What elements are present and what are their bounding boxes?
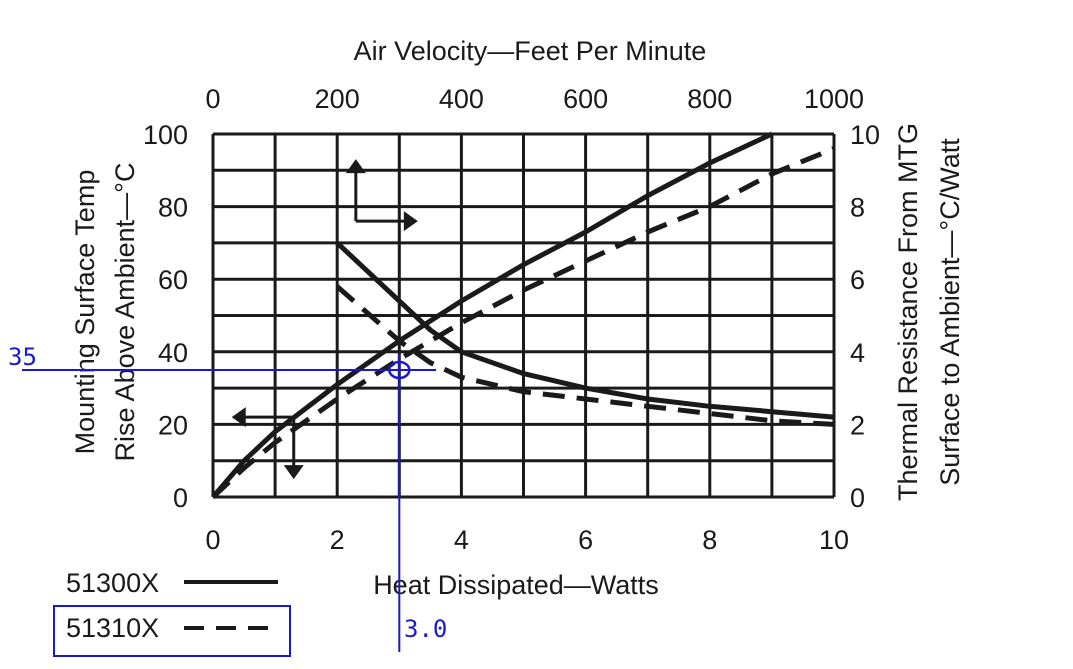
left-tick-label: 20 xyxy=(158,410,188,440)
top-tick-label: 0 xyxy=(205,84,220,114)
x-tick-label: 0 xyxy=(205,525,220,555)
right-tick-label: 8 xyxy=(850,193,865,223)
curves xyxy=(211,131,835,499)
series-51310x-resistance-curve xyxy=(335,284,835,427)
top-tick-label: 800 xyxy=(687,84,732,114)
top-tick-label: 400 xyxy=(439,84,484,114)
left-tick-label: 0 xyxy=(173,483,188,513)
annotation: 35 3.0 xyxy=(8,343,447,657)
legend: 51300X 51310X xyxy=(66,568,278,643)
legend-label-51310x: 51310X xyxy=(66,613,159,643)
series-51300x-resistance-curve xyxy=(335,241,835,420)
left-axis-label-line2: Rise Above Ambient—°C xyxy=(110,163,140,462)
right-tick-label: 10 xyxy=(850,120,880,150)
x-tick-label: 6 xyxy=(578,525,593,555)
series-51310x-temp-curve xyxy=(211,146,835,499)
left-tick-label: 40 xyxy=(158,338,188,368)
annotation-marker xyxy=(388,360,411,380)
right-axis-label-line2: Surface to Ambient—°C/Watt xyxy=(935,138,965,486)
left-axis-label-line1: Mounting Surface Temp xyxy=(70,170,100,455)
legend-highlight-box xyxy=(53,605,291,657)
tick-labels: 0 2 4 6 8 100 200 400 600 800 10000204060801000246… xyxy=(143,84,880,555)
left-tick-label: 60 xyxy=(158,265,188,295)
x-tick-label: 10 xyxy=(819,525,849,555)
top-tick-label: 1000 xyxy=(804,84,864,114)
annotation-y-readout: 35 xyxy=(8,343,37,371)
x-axis-label: Heat Dissipated—Watts xyxy=(373,570,659,600)
right-tick-label: 0 xyxy=(850,483,865,513)
direction-arrow-right-head xyxy=(403,211,418,232)
direction-arrow-up-head xyxy=(345,159,366,174)
x-tick-label: 8 xyxy=(702,525,717,555)
right-axis-label-line1: Thermal Resistance From MTG xyxy=(893,123,923,501)
top-tick-label: 600 xyxy=(563,84,608,114)
left-tick-label: 80 xyxy=(158,193,188,223)
right-tick-label: 6 xyxy=(850,265,865,295)
left-tick-label: 100 xyxy=(143,120,188,150)
right-tick-label: 2 xyxy=(850,410,865,440)
direction-arrows xyxy=(231,159,418,480)
top-axis-label: Air Velocity—Feet Per Minute xyxy=(354,36,707,66)
x-tick-label: 2 xyxy=(330,525,345,555)
legend-label-51300x: 51300X xyxy=(66,568,159,598)
direction-arrow-left-head xyxy=(231,407,246,428)
annotation-x-readout: 3.0 xyxy=(404,615,447,643)
series-51300x-temp-curve xyxy=(211,131,773,499)
top-tick-label: 200 xyxy=(315,84,360,114)
right-tick-label: 4 xyxy=(850,338,865,368)
x-tick-label: 4 xyxy=(454,525,469,555)
direction-arrow-down-head xyxy=(283,465,304,480)
grid xyxy=(211,132,836,499)
